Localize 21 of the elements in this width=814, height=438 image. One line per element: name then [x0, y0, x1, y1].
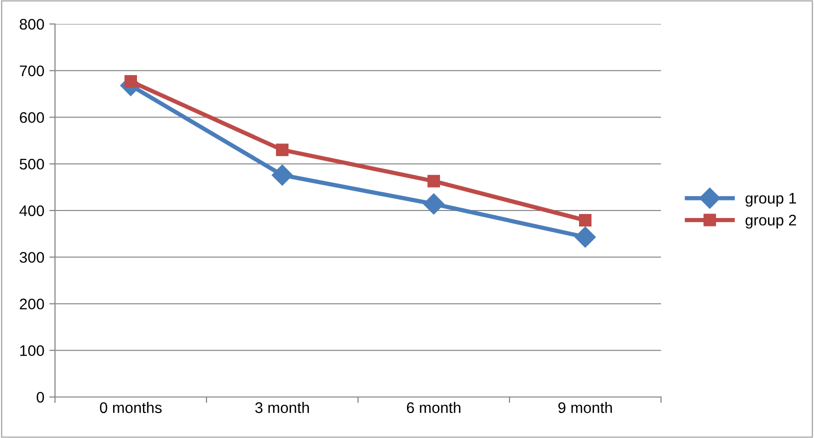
y-tick-label: 300: [20, 252, 44, 263]
y-tick-label: 800: [20, 18, 44, 30]
y-tick-label: 400: [19, 205, 44, 216]
x-tick-label: 9 month: [558, 402, 612, 414]
y-tick-label: 500: [20, 158, 44, 170]
x-tick-label: 6 month: [406, 402, 460, 414]
x-tick-label: 3 month: [255, 402, 309, 414]
point: [579, 214, 592, 227]
point: [276, 144, 288, 156]
point: [423, 193, 444, 214]
point: [428, 174, 440, 188]
y-tick-label: 100: [20, 345, 44, 356]
legend-label: group 1: [746, 193, 796, 207]
legend-label: group 2: [746, 214, 796, 229]
y-tick-label: 0: [36, 392, 44, 403]
y-tick-label: 200: [20, 298, 44, 310]
point: [574, 226, 596, 248]
x-tick-label: 0 months: [100, 402, 162, 414]
point: [272, 164, 293, 186]
y-tick-label: 600: [20, 112, 44, 123]
y-tick-label: 700: [20, 65, 44, 76]
